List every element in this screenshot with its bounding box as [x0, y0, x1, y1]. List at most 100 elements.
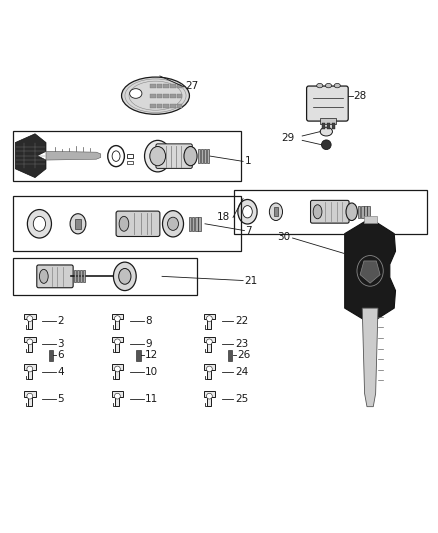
Bar [364, 206, 367, 218]
Bar [80, 270, 82, 282]
FancyBboxPatch shape [311, 200, 349, 223]
Text: 8: 8 [145, 316, 152, 326]
Ellipse shape [27, 339, 33, 345]
Bar [228, 350, 233, 361]
Bar [361, 206, 364, 218]
Ellipse shape [162, 211, 184, 237]
Bar [177, 103, 182, 108]
Bar [177, 84, 182, 88]
Ellipse shape [130, 88, 142, 98]
Bar [177, 94, 182, 98]
Polygon shape [112, 337, 123, 352]
Bar [198, 217, 201, 231]
Text: 26: 26 [237, 350, 250, 360]
Bar [74, 270, 76, 282]
Bar [195, 217, 198, 231]
Bar [234, 190, 427, 233]
Bar [83, 270, 85, 282]
Text: 27: 27 [185, 81, 198, 91]
Bar [198, 149, 200, 163]
Text: 29: 29 [282, 133, 295, 143]
Polygon shape [24, 364, 35, 379]
Ellipse shape [168, 217, 179, 230]
Bar [157, 103, 162, 108]
Text: 1: 1 [244, 156, 251, 166]
Ellipse shape [313, 205, 322, 219]
Polygon shape [112, 314, 123, 329]
Text: 3: 3 [57, 340, 64, 350]
Text: 11: 11 [145, 394, 158, 404]
Bar [13, 197, 241, 251]
Ellipse shape [114, 393, 120, 399]
Bar [204, 149, 206, 163]
Ellipse shape [119, 216, 129, 231]
Ellipse shape [27, 393, 33, 399]
Text: 30: 30 [277, 232, 290, 242]
Ellipse shape [108, 146, 124, 167]
Ellipse shape [27, 209, 52, 238]
Ellipse shape [243, 206, 252, 218]
Polygon shape [112, 364, 123, 379]
Polygon shape [112, 391, 123, 406]
Polygon shape [204, 337, 215, 352]
Bar [327, 123, 330, 128]
Ellipse shape [114, 316, 120, 321]
Bar [157, 94, 162, 98]
Ellipse shape [238, 199, 257, 224]
Polygon shape [24, 314, 35, 329]
Bar [189, 217, 191, 231]
Text: 4: 4 [57, 367, 64, 377]
Bar [163, 84, 169, 88]
Bar [13, 131, 241, 181]
Bar [150, 94, 156, 98]
Polygon shape [204, 391, 215, 406]
Polygon shape [15, 134, 46, 177]
Text: 18: 18 [217, 212, 230, 222]
Bar [163, 94, 169, 98]
Ellipse shape [206, 393, 212, 399]
Ellipse shape [70, 214, 86, 234]
Ellipse shape [33, 216, 46, 231]
FancyBboxPatch shape [156, 144, 192, 168]
Ellipse shape [121, 77, 189, 114]
Text: 28: 28 [353, 91, 367, 101]
Text: 12: 12 [145, 350, 158, 360]
Text: 5: 5 [57, 394, 64, 404]
Bar [150, 84, 156, 88]
Bar [157, 84, 162, 88]
Bar [13, 258, 197, 295]
Polygon shape [204, 314, 215, 329]
Bar [163, 103, 169, 108]
Ellipse shape [206, 366, 212, 372]
Ellipse shape [346, 203, 357, 221]
Ellipse shape [269, 203, 283, 221]
Ellipse shape [184, 147, 197, 166]
Text: 6: 6 [57, 350, 64, 360]
FancyBboxPatch shape [116, 211, 160, 237]
Text: 7: 7 [245, 227, 252, 237]
Ellipse shape [206, 339, 212, 345]
Ellipse shape [145, 140, 171, 172]
Ellipse shape [114, 339, 120, 345]
Ellipse shape [114, 366, 120, 372]
Bar [322, 123, 325, 128]
FancyBboxPatch shape [307, 86, 348, 121]
Text: 9: 9 [145, 340, 152, 350]
Polygon shape [345, 219, 396, 324]
Bar [150, 103, 156, 108]
Polygon shape [360, 261, 380, 283]
Text: 10: 10 [145, 367, 158, 377]
Bar [170, 94, 176, 98]
Ellipse shape [113, 262, 136, 290]
Bar [136, 350, 141, 361]
Bar [320, 118, 336, 124]
Bar [127, 154, 133, 158]
Text: 2: 2 [57, 316, 64, 326]
Bar [192, 217, 194, 231]
Bar [170, 84, 176, 88]
Bar [367, 206, 370, 218]
Ellipse shape [317, 84, 323, 88]
Text: 22: 22 [235, 316, 248, 326]
Ellipse shape [320, 127, 332, 136]
Polygon shape [46, 151, 101, 160]
